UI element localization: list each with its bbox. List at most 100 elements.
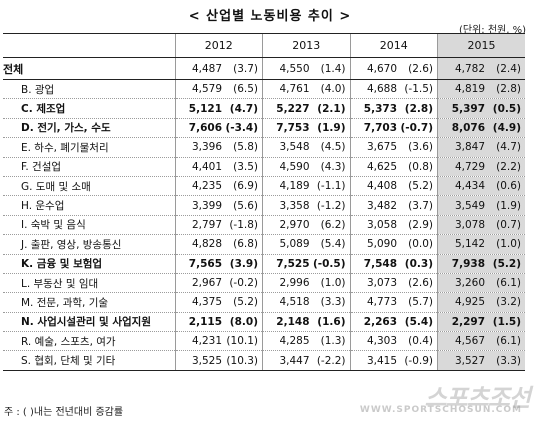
industry-label: E. 하수, 폐기물처리	[3, 137, 175, 158]
cost-value: 3,058	[366, 218, 397, 231]
change-rate: (6.5)	[233, 83, 258, 96]
industry-label: K. 금융 및 보험업	[3, 254, 175, 274]
cost-value: 5,089	[279, 238, 310, 251]
change-rate: (5.4)	[404, 315, 433, 328]
cost-value: 4,487	[191, 62, 222, 75]
cost-value: 4,590	[279, 160, 310, 173]
change-rate: (1.9)	[317, 121, 346, 134]
table-row: G. 도매 및 소매 4,235 (6.9) 4,189 (-1.1) 4,408 (5.2…	[3, 176, 525, 197]
value-cell: 4,550 (1.4)	[262, 57, 350, 80]
table-title: < 산업별 노동비용 추이 >	[188, 9, 352, 24]
change-rate: (0.7)	[496, 218, 521, 231]
change-rate: (-0.7)	[400, 121, 433, 134]
value-cell: 2,967 (-0.2)	[174, 273, 263, 294]
cost-value: 4,303	[366, 335, 397, 348]
table-row: J. 출판, 영상, 방송통신 4,828 (6.8) 5,089 (5.4) 5,090…	[3, 234, 525, 255]
change-rate: (5.8)	[233, 141, 258, 154]
value-cell: 4,235 (6.9)	[174, 176, 263, 197]
value-cell: 5,142 (1.0)	[437, 234, 525, 255]
cost-value: 7,606	[188, 121, 222, 134]
value-cell: 4,782 (2.4)	[437, 57, 525, 80]
cost-value: 7,753	[276, 121, 310, 134]
cost-value: 5,142	[454, 238, 485, 251]
change-rate: (1.0)	[496, 238, 521, 251]
value-cell: 3,396 (5.8)	[174, 137, 263, 158]
value-cell: 4,189 (-1.1)	[262, 176, 350, 197]
change-rate: (0.4)	[408, 335, 433, 348]
cost-value: 4,670	[366, 62, 397, 75]
value-cell: 4,625 (0.8)	[349, 157, 438, 177]
change-rate: (2.4)	[496, 62, 521, 75]
value-cell: 3,073 (2.6)	[349, 273, 438, 294]
change-rate: (2.9)	[408, 218, 433, 231]
change-rate: (6.1)	[496, 277, 521, 290]
cost-value: 7,565	[188, 257, 222, 270]
change-rate: (5.2)	[492, 257, 521, 270]
value-cell: 4,408 (5.2)	[349, 176, 438, 197]
change-rate: (0.5)	[492, 102, 521, 115]
header-row: 2012 2013 2014 2015	[3, 33, 525, 58]
cost-value: 4,567	[454, 335, 485, 348]
change-rate: (5.6)	[233, 199, 258, 212]
value-cell: 2,297 (1.5)	[437, 312, 525, 333]
value-cell: 5,227 (2.1)	[262, 98, 350, 119]
change-rate: (0.3)	[404, 257, 433, 270]
cost-value: 3,399	[191, 199, 222, 212]
value-cell: 4,670 (2.6)	[349, 57, 438, 80]
industry-label: 전체	[3, 57, 175, 80]
table-row: F. 건설업 4,401 (3.5) 4,590 (4.3) 4,625 (0.8) 4,72…	[3, 157, 525, 177]
change-rate: (3.3)	[320, 296, 346, 309]
change-rate: (-0.5)	[312, 257, 346, 270]
change-rate: (1.0)	[320, 277, 346, 290]
cost-value: 4,231	[191, 335, 222, 348]
cost-value: 3,447	[279, 354, 310, 367]
value-cell: 3,525 (10.3)	[174, 350, 263, 371]
cost-value: 5,121	[188, 102, 222, 115]
cost-value: 4,408	[366, 180, 397, 193]
cost-value: 4,434	[454, 180, 485, 193]
change-rate: (10.1)	[226, 335, 258, 348]
value-cell: 3,447 (-2.2)	[262, 350, 350, 371]
value-cell: 8,076 (4.9)	[437, 118, 525, 139]
header-year: 2013	[262, 33, 350, 58]
value-cell: 2,797 (-1.8)	[174, 215, 263, 236]
cost-value: 4,235	[191, 180, 222, 193]
cost-value: 3,415	[366, 354, 397, 367]
value-cell: 5,090 (0.0)	[349, 234, 438, 255]
change-rate: (2.1)	[317, 102, 346, 115]
cost-value: 3,549	[454, 199, 485, 212]
change-rate: (1.6)	[317, 315, 346, 328]
change-rate: (3.6)	[408, 141, 433, 154]
cost-value: 4,625	[366, 160, 397, 173]
value-cell: 7,565 (3.9)	[174, 254, 263, 274]
cost-value: 7,938	[451, 257, 485, 270]
change-rate: (4.9)	[492, 121, 521, 134]
table-row: D. 전기, 가스, 수도 7,606 (-3.4) 7,753 (1.9) 7,703(…	[3, 118, 525, 139]
change-rate: (-1.2)	[316, 199, 346, 212]
value-cell: 7,606 (-3.4)	[174, 118, 263, 139]
change-rate: (-0.2)	[229, 277, 258, 290]
cost-value: 4,729	[454, 160, 485, 173]
value-cell: 4,925 (3.2)	[437, 292, 525, 313]
change-rate: (2.6)	[408, 62, 433, 75]
value-cell: 4,434 (0.6)	[437, 176, 525, 197]
industry-label: N. 사업시설관리 및 사업지원	[3, 312, 175, 333]
cost-value: 4,819	[454, 83, 485, 96]
cost-value: 4,773	[366, 296, 397, 309]
value-cell: 4,590 (4.3)	[262, 157, 350, 177]
change-rate: (0.0)	[408, 238, 433, 251]
value-cell: 7,938 (5.2)	[437, 254, 525, 274]
value-cell: 4,487 (3.7)	[174, 57, 263, 80]
cost-value: 8,076	[451, 121, 485, 134]
header-year: 2012	[174, 33, 263, 58]
value-cell: 4,303 (0.4)	[349, 331, 438, 352]
cost-value: 2,967	[191, 277, 222, 290]
value-cell: 4,375 (5.2)	[174, 292, 263, 313]
change-rate: (-2.2)	[316, 354, 346, 367]
table-row: K. 금융 및 보험업 7,565 (3.9) 7,525 (-0.5) 7,548 (0.…	[3, 254, 525, 274]
cost-value: 3,675	[366, 141, 397, 154]
table-row: M. 전문, 과학, 기술 4,375 (5.2) 4,518 (3.3) 4,773 (5…	[3, 292, 525, 313]
value-cell: 4,819 (2.8)	[437, 79, 525, 100]
cost-value: 4,925	[454, 296, 485, 309]
cost-value: 4,782	[454, 62, 485, 75]
